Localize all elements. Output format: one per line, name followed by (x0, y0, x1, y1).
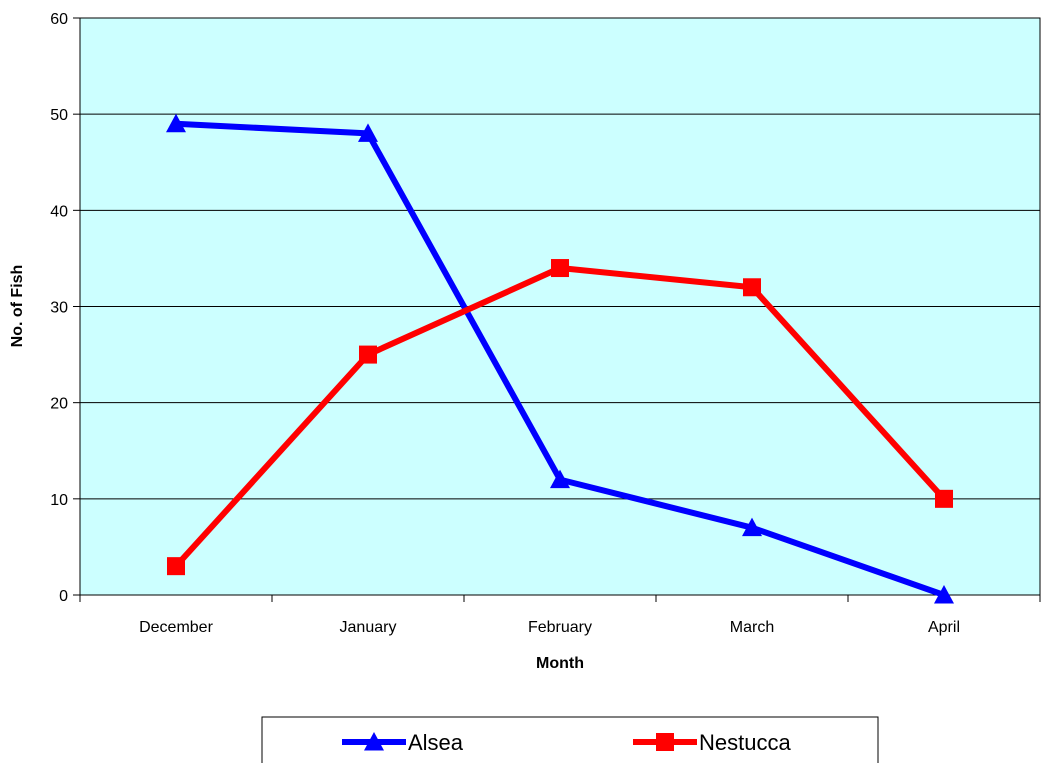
y-tick-label: 50 (50, 107, 68, 124)
y-tick-label: 40 (50, 203, 68, 220)
legend: Alsea Nestucca (261, 716, 879, 763)
legend-swatch-marker (364, 732, 384, 751)
x-tick-label: February (528, 619, 592, 636)
legend-label: Nestucca (699, 730, 791, 755)
y-tick-label: 0 (59, 588, 68, 605)
data-point-alsea (934, 585, 954, 604)
y-tick-label: 20 (50, 396, 68, 413)
x-tick-label: December (139, 619, 213, 636)
x-tick-label: April (928, 619, 960, 636)
data-point-nestucca (167, 557, 185, 576)
x-tick-label: March (730, 619, 774, 636)
y-tick-label: 60 (50, 11, 68, 28)
data-point-nestucca (935, 489, 953, 508)
series-alsea (166, 113, 954, 604)
data-point-alsea (550, 469, 570, 489)
legend-item-nestucca: Nestucca (633, 730, 791, 755)
series-group (166, 113, 954, 604)
series-nestucca (167, 259, 953, 576)
y-axis-title: No. of Fish (9, 265, 26, 348)
x-axis-title: Month (536, 655, 584, 672)
legend-item-alsea: Alsea (342, 730, 464, 755)
y-tick-label: 10 (50, 492, 68, 509)
data-point-nestucca (743, 278, 761, 297)
legend-swatch-marker (656, 733, 674, 751)
data-point-nestucca (359, 345, 377, 364)
legend-label: Alsea (408, 730, 464, 755)
data-point-alsea (742, 517, 762, 537)
data-point-alsea (358, 123, 378, 142)
y-tick-label: 30 (50, 300, 68, 317)
data-point-nestucca (551, 259, 569, 278)
y-axis-ticks: 0 10 20 30 40 50 60 (50, 11, 80, 605)
x-axis-ticks: December January February March April (79, 595, 1041, 636)
data-point-alsea (166, 113, 186, 133)
x-tick-label: January (340, 619, 397, 636)
